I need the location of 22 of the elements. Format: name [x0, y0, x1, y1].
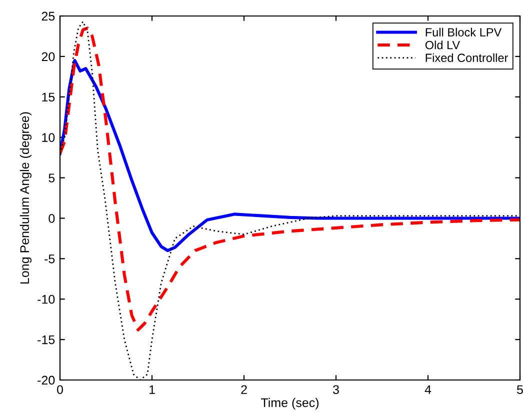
- y-tick-label: 10: [42, 133, 55, 142]
- legend-label: Fixed Controller: [426, 53, 508, 62]
- y-tick-label: 20: [42, 52, 55, 62]
- y-tick-label: -5: [44, 254, 55, 264]
- x-tick-label: 3: [333, 385, 339, 394]
- x-tick-label: 2: [241, 385, 247, 394]
- x-tick-label: 5: [517, 385, 523, 394]
- y-tick-label: -10: [38, 294, 55, 304]
- x-axis-title: Time (sec): [261, 398, 319, 410]
- y-tick-label: 15: [42, 92, 55, 102]
- y-tick-label: 0: [48, 214, 55, 223]
- legend-label: Full Block LPV: [426, 28, 502, 36]
- y-tick-label: 5: [48, 174, 55, 182]
- x-tick-label: 4: [424, 385, 432, 394]
- y-tick-label: -20: [38, 376, 55, 385]
- x-tick-label: 1: [149, 385, 155, 394]
- x-tick-label: 0: [57, 385, 63, 394]
- y-axis-title: Long Pendulum Angle (degree): [20, 112, 32, 284]
- line-series: [60, 26, 520, 332]
- y-tick-label: 25: [42, 12, 55, 21]
- y-tick-label: -15: [38, 335, 55, 344]
- legend-label: Old LV: [425, 40, 460, 50]
